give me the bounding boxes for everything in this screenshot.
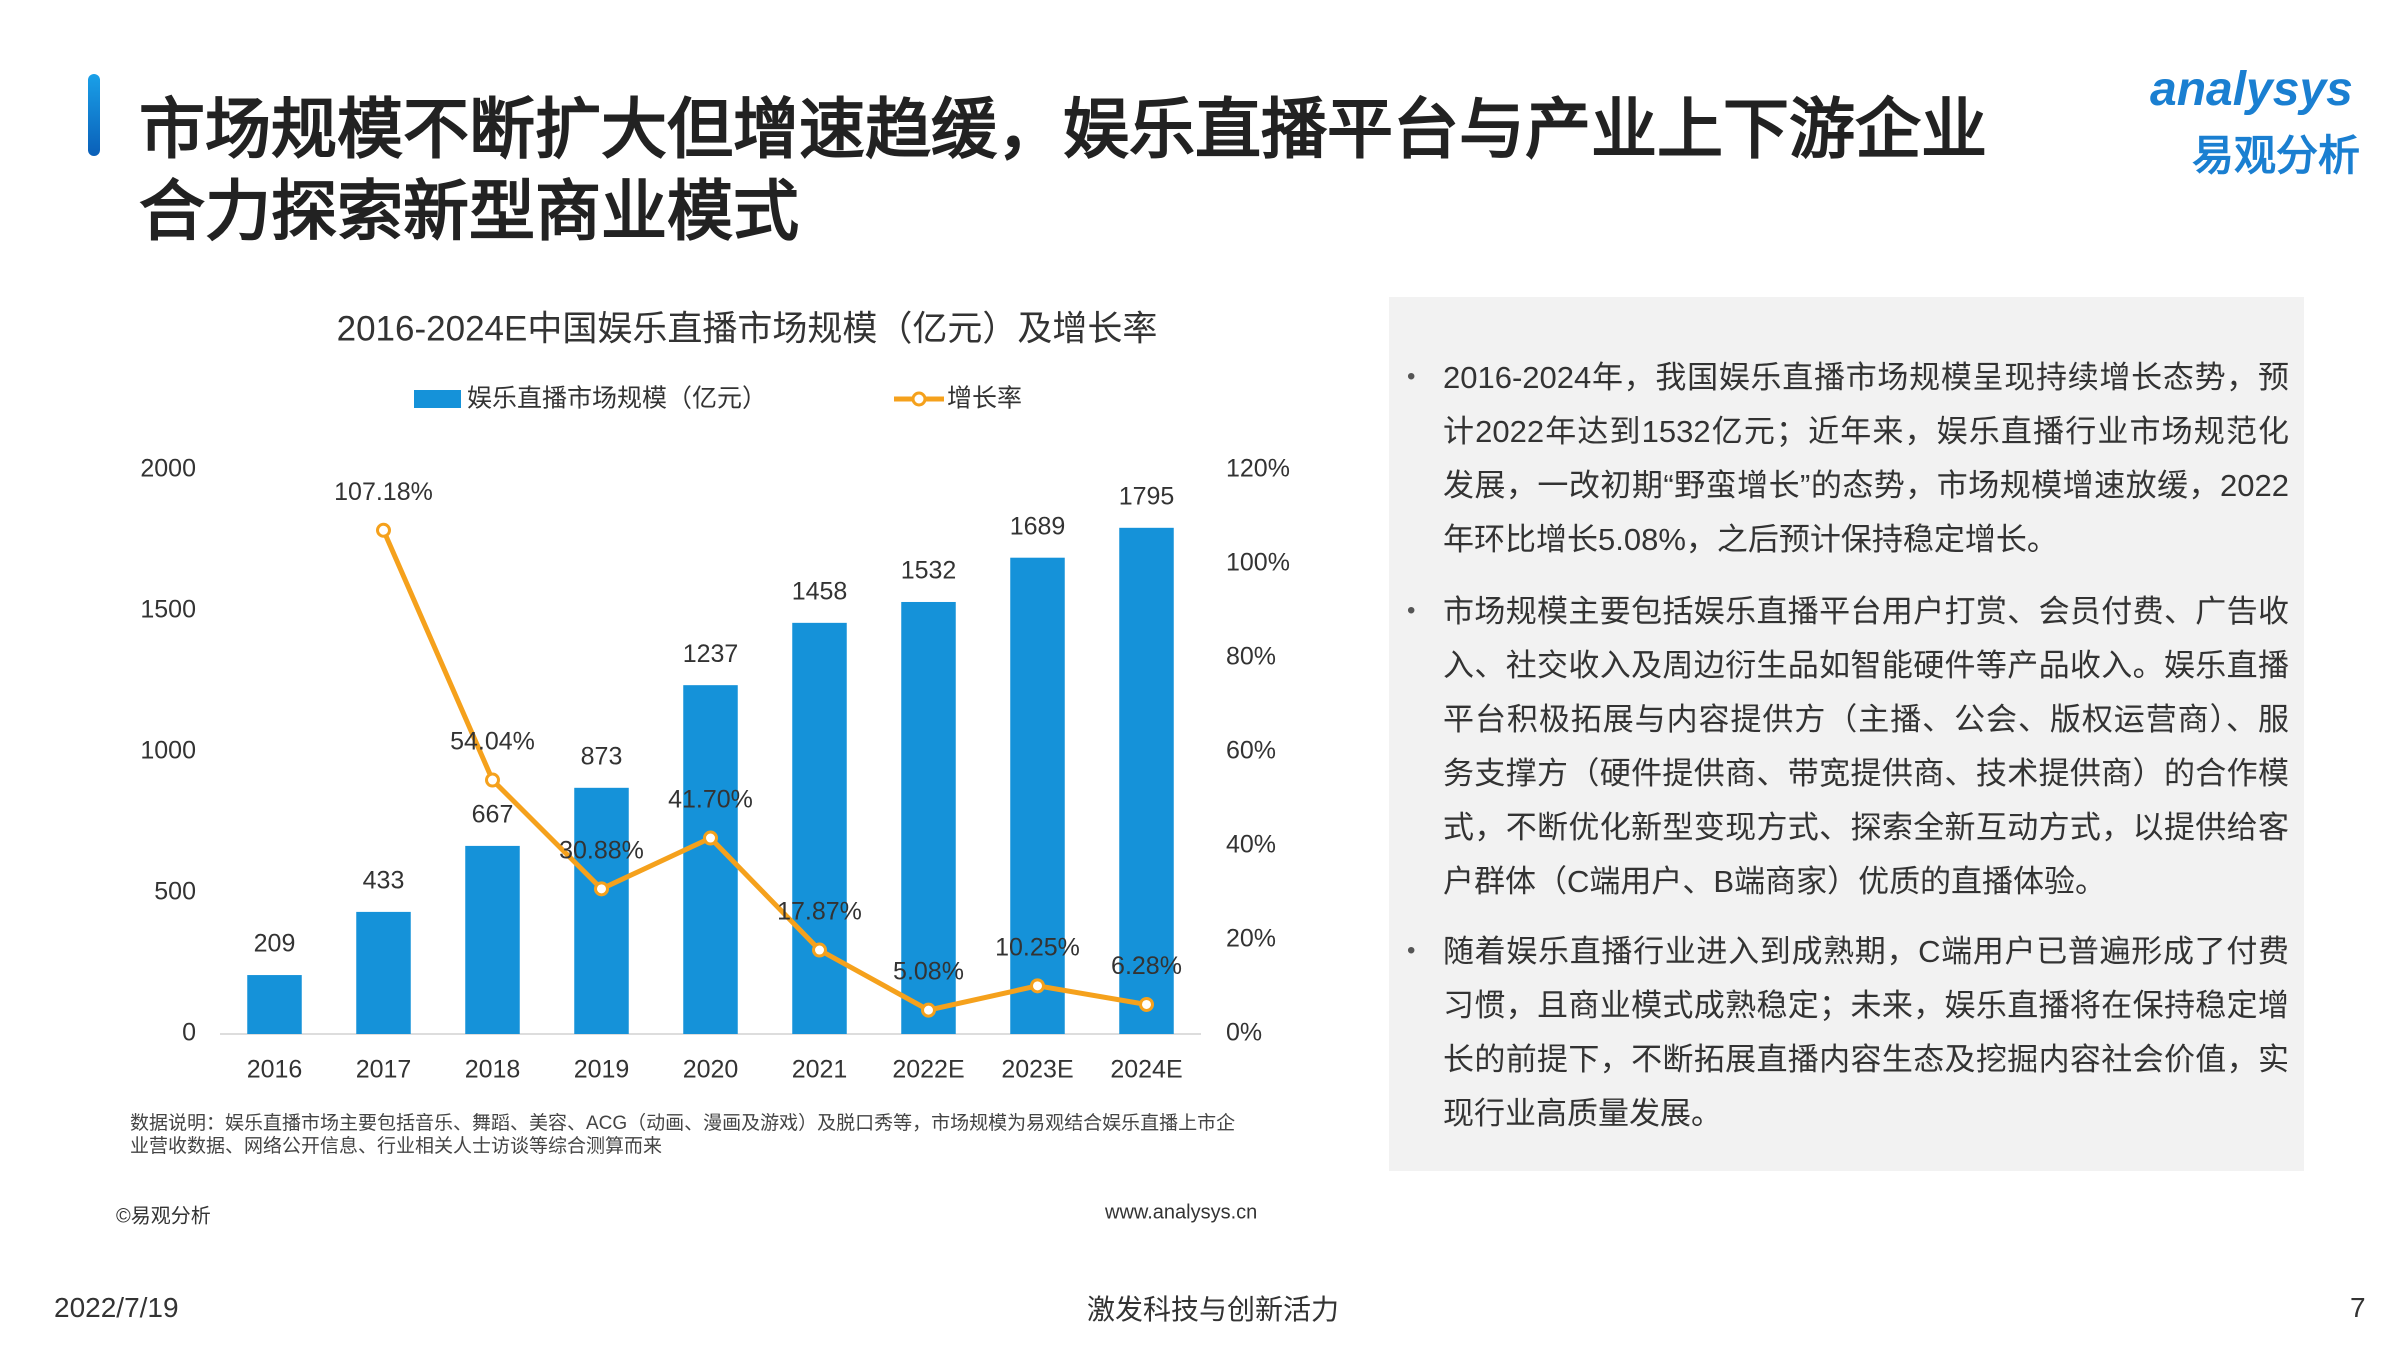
y2-tick-label: 80% [1226, 643, 1276, 671]
growth-marker [1139, 996, 1154, 1012]
growth-marker [376, 522, 391, 538]
bar-value-label: 1795 [1119, 482, 1175, 510]
growth-label: 41.70% [668, 786, 753, 814]
logo-cn: 易观分析 [2192, 132, 2361, 179]
x-tick-label: 2018 [465, 1056, 521, 1084]
y2-tick-label: 100% [1226, 549, 1290, 577]
bullet-text: 2016-2024年，我国娱乐直播市场规模呈现持续增长态势，预计2022年达到1… [1443, 360, 2289, 557]
bar [792, 622, 847, 1034]
legend-label: 增长率 [947, 385, 1022, 413]
logo-name: analysys [2150, 63, 2353, 116]
title-accent [88, 74, 100, 156]
growth-label: 30.88% [559, 836, 644, 864]
growth-label: 17.87% [777, 898, 862, 926]
y2-tick-label: 40% [1226, 831, 1276, 859]
bar-value-label: 1689 [1010, 512, 1066, 540]
x-tick-label: 2023E [1001, 1056, 1073, 1084]
bar [1010, 557, 1065, 1034]
bar [1119, 527, 1174, 1034]
website: www.analysys.cn [1104, 1201, 1257, 1223]
bar [901, 601, 956, 1034]
bullet-panel: • 2016-2024年，我国娱乐直播市场规模呈现持续增长态势，预计2022年达到… [1389, 297, 2304, 1171]
bar-value-label: 1532 [901, 557, 957, 585]
x-tick-label: 2021 [792, 1056, 848, 1084]
y-tick-label: 500 [154, 878, 196, 906]
x-tick-label: 2017 [356, 1056, 412, 1084]
y2-tick-label: 60% [1226, 737, 1276, 765]
chart-title: 2016-2024E中国娱乐直播市场规模（亿元）及增长率 [337, 309, 1158, 348]
growth-marker [812, 942, 827, 958]
x-tick-label: 2016 [247, 1056, 303, 1084]
page-number: 7 [2350, 1292, 2366, 1323]
growth-label: 5.08% [893, 958, 964, 986]
x-tick-label: 2022E [892, 1056, 964, 1084]
bar [574, 787, 629, 1034]
footer-slogan: 激发科技与创新活力 [1087, 1294, 1340, 1325]
x-tick-label: 2019 [574, 1056, 630, 1084]
y2-tick-label: 0% [1226, 1019, 1262, 1047]
bullet-dot: • [1407, 937, 1416, 964]
x-tick-label: 2024E [1110, 1056, 1182, 1084]
bar [465, 845, 520, 1034]
growth-marker [921, 1002, 936, 1018]
y2-tick-label: 20% [1226, 925, 1276, 953]
bullet-text: 随着娱乐直播行业进入到成熟期，C端用户已普遍形成了付费习惯，且商业模式成熟稳定；… [1443, 934, 2289, 1131]
growth-marker [703, 830, 718, 846]
growth-label: 107.18% [334, 478, 433, 506]
legend-label: 娱乐直播市场规模（亿元） [467, 385, 767, 413]
y-tick-label: 1000 [140, 737, 196, 765]
bar-value-label: 433 [363, 867, 405, 895]
growth-label: 54.04% [450, 728, 535, 756]
growth-label: 6.28% [1111, 952, 1182, 980]
source: ©易观分析 [116, 1204, 211, 1227]
bullet-dot: • [1407, 363, 1416, 390]
bar [247, 975, 302, 1034]
growth-line [381, 529, 1147, 1013]
bar-value-label: 873 [581, 742, 623, 770]
bar-value-label: 1237 [683, 640, 739, 668]
x-tick-label: 2020 [683, 1056, 739, 1084]
y2-tick-label: 120% [1226, 455, 1290, 483]
slide-title: 市场规模不断扩大但增速趋缓，娱乐直播平台与产业上下游企业 [139, 92, 1987, 166]
growth-label: 10.25% [995, 933, 1080, 961]
chart: 2016-2024E中国娱乐直播市场规模（亿元）及增长率 娱乐直播市场规模（亿元… [116, 309, 1290, 1227]
y-tick-label: 2000 [140, 455, 196, 483]
legend-marker [911, 391, 927, 407]
y-tick-label: 1500 [140, 596, 196, 624]
note-box: 数据说明：娱乐直播市场主要包括音乐、舞蹈、美容、ACG（动画、漫画及游戏）及脱口… [130, 1113, 1236, 1157]
bullet-dot: • [1407, 597, 1416, 624]
bar-value-label: 667 [472, 801, 514, 829]
growth-marker [594, 881, 609, 897]
bar-value-label: 1458 [792, 577, 848, 605]
y-tick-label: 0 [182, 1019, 196, 1047]
footer-date: 2022/7/19 [54, 1292, 179, 1323]
bar [356, 911, 411, 1034]
bar-value-label: 209 [254, 930, 296, 958]
growth-marker [485, 772, 500, 788]
slide-title: 合力探索新型商业模式 [139, 174, 799, 248]
chart-note: 数据说明：娱乐直播市场主要包括音乐、舞蹈、美容、ACG（动画、漫画及游戏）及脱口… [130, 1113, 1236, 1157]
legend-swatch [414, 390, 461, 408]
growth-marker [1030, 978, 1045, 994]
bullet-text: 市场规模主要包括娱乐直播平台用户打赏、会员付费、广告收入、社交收入及周边衍生品如… [1443, 594, 2289, 899]
